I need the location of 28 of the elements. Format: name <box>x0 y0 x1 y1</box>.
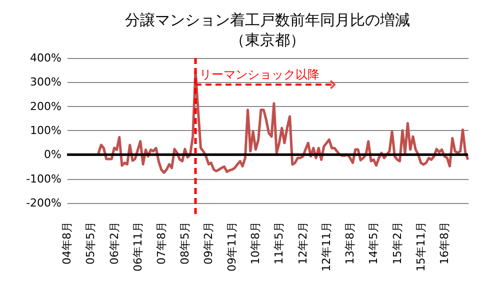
x-tick-label: 08年5月 <box>178 222 192 264</box>
x-tick-label: 05年5月 <box>84 222 98 264</box>
x-tick-label: 14年5月 <box>367 222 380 264</box>
text: 分譲マンション着工戸数前年同月比の増減 <box>125 11 410 29</box>
y-tick-label: 400% <box>30 52 62 64</box>
x-tick-label: 09年2月 <box>202 222 216 264</box>
x-tick-label: 11年5月 <box>272 222 286 264</box>
y-tick-label: 200% <box>30 100 62 113</box>
y-tick-label: 100% <box>30 124 62 137</box>
y-tick-label: -200% <box>26 196 62 210</box>
x-tick-label: 15年2月 <box>390 222 404 264</box>
x-tick-label: 04年8月 <box>60 222 74 264</box>
x-tick-label: 10年8月 <box>249 222 262 264</box>
x-tick-label: 09年11月 <box>226 222 239 272</box>
x-tick-label: 06年2月 <box>108 222 121 264</box>
annotation: リーマンショック以降 <box>200 68 320 82</box>
y-tick-label: -100% <box>26 172 62 186</box>
x-tick-label: 16年8月 <box>438 222 451 264</box>
x-tick-label: 12年2月 <box>296 222 310 264</box>
x-tick-label: 15年11月 <box>414 222 428 272</box>
x-tick-label: 13年8月 <box>344 222 357 264</box>
y-tick-label: 300% <box>30 76 62 89</box>
x-tick-label: 06年11月 <box>131 222 144 272</box>
text: （東京都） <box>230 31 305 49</box>
line-series <box>97 70 470 174</box>
x-tick-label: 12年11月 <box>320 222 334 272</box>
x-tick-label: 07年8月 <box>154 222 168 264</box>
y-tick-label: 0% <box>44 148 62 162</box>
